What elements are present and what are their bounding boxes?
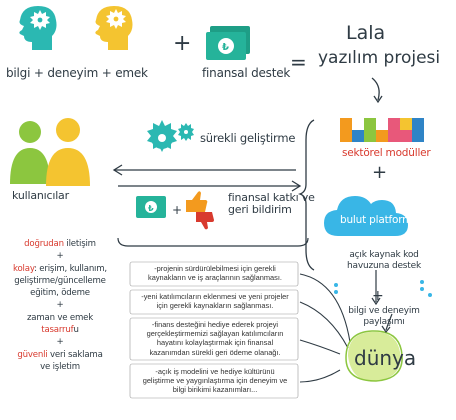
- resource-knowledge: bilgi: [6, 66, 31, 80]
- open-source-label: açık kaynak kod havuzuna destek: [336, 250, 432, 271]
- user-benefit-line: zaman ve emek: [4, 312, 116, 324]
- user-benefit-text: veri saklama: [47, 349, 103, 360]
- benefit-3-line1: -finans desteğini hediye ederek projeyi: [151, 320, 279, 329]
- user-benefit-line: tasarrufu: [4, 324, 116, 336]
- benefit-box-1: [129, 261, 299, 287]
- note1-arrow: [299, 273, 351, 343]
- note4-arrow: [299, 369, 341, 383]
- user-benefit-text: +: [56, 337, 64, 348]
- resources-line: bilgi + deneyim + emek: [6, 66, 148, 80]
- user-benefit-highlight: doğrudan: [24, 239, 64, 249]
- user-benefits-list: doğrudan iletişim + kolay: erişim, kullanı…: [4, 238, 116, 373]
- plus-sign: +: [33, 66, 44, 80]
- sharing-label: bilgi ve deneyim paylaşımı: [336, 306, 432, 327]
- small-money-icon: ₺: [136, 196, 166, 218]
- world-icon: [345, 330, 403, 382]
- modules-bracket: [297, 119, 315, 271]
- user-benefit-text: +: [56, 300, 64, 311]
- svg-text:₺: ₺: [148, 204, 154, 213]
- benefit-1-line1: -projenin sürdürülebilmesi için gerekli: [154, 264, 276, 273]
- benefit-note-3: -finans desteğini hediye ederek projeyi …: [134, 320, 296, 357]
- support-label-line1: finansal katkı ve: [228, 191, 315, 204]
- user-benefit-highlight: kolay: [13, 263, 35, 274]
- benefit-2-line2: için gerekli kaynakların sağlanması.: [156, 301, 274, 311]
- user-benefit-text: ve işletim: [40, 361, 80, 372]
- thumbs-up-icon: [186, 191, 208, 212]
- user-benefit-text: u: [73, 325, 79, 336]
- user-benefit-text: eğitim, ödeme: [30, 288, 90, 299]
- user-benefit-text: geliştirme/güncelleme: [14, 275, 106, 286]
- benefit-4-line2: geliştirme ve yaygınlaştırma için deneyi…: [142, 376, 288, 386]
- open-source-line2: havuzuna destek: [347, 260, 421, 271]
- cloud-platform-label: bulut platform: [340, 214, 413, 226]
- benefit-3-line2: gerçekleştirmemizi sağlayan katılımcılar…: [146, 329, 284, 339]
- resource-effort: emek: [115, 66, 148, 80]
- users-title: kullanıcılar: [12, 189, 69, 202]
- user-benefit-text: : erişim, kullanım,: [34, 263, 107, 274]
- title-to-modules-arrow: [371, 77, 380, 101]
- benefit-note-1: -projenin sürdürülebilmesi için gerekli …: [134, 264, 296, 282]
- cloud-icon: [324, 196, 408, 236]
- user-benefit-text: +: [56, 251, 64, 262]
- user-benefit-line: eğitim, ödeme: [4, 287, 116, 299]
- svg-text:₺: ₺: [222, 42, 229, 53]
- project-title-line1: Lala: [346, 22, 386, 44]
- user-benefit-line: +: [4, 336, 116, 348]
- user-benefit-line: +: [4, 299, 116, 311]
- user-benefit-highlight: güvenli: [17, 349, 48, 360]
- benefit-box-2: [129, 289, 299, 315]
- raindrop-icon: [334, 280, 432, 297]
- benefit-note-2: -yeni katılımcıların eklenmesi ve yeni p…: [134, 292, 296, 310]
- plus-sign: +: [101, 66, 112, 80]
- modules-plus: +: [372, 162, 388, 183]
- benefit-3-line4: kazanımdan sürekli geri ödeme olanağı.: [149, 347, 281, 357]
- user-benefit-line: geliştirme/güncelleme: [4, 275, 116, 287]
- note2-arrow: [299, 301, 349, 349]
- equals-sign: =: [290, 50, 307, 74]
- resource-experience: deneyim: [47, 66, 99, 80]
- community-plus: +: [372, 288, 384, 304]
- user-benefit-line: doğrudan iletişim: [4, 238, 116, 250]
- benefits-bracket: [117, 237, 309, 247]
- note3-arrow: [299, 339, 341, 355]
- benefit-box-3: [129, 317, 299, 361]
- sharing-line2: paylaşımı: [363, 316, 405, 327]
- sharing-to-world-arrow: [381, 313, 393, 334]
- user-benefit-text: iletişim: [63, 239, 96, 249]
- support-plus: +: [172, 203, 182, 217]
- yellow-head-icon: [95, 6, 133, 50]
- money-bill-icon: ₺: [206, 26, 250, 60]
- user-benefit-line: güvenli veri saklama: [4, 349, 116, 361]
- benefit-2-line1: -yeni katılımcıların eklenmesi ve yeni p…: [141, 292, 289, 301]
- sectoral-modules-label: sektörel modüller: [342, 147, 431, 159]
- benefit-4-line1: -açık iş modelini ve hediye kültürünü: [155, 367, 275, 376]
- project-title-line2: yazılım projesi: [318, 48, 441, 68]
- user-benefit-line: kolay: erişim, kullanım,: [4, 263, 116, 275]
- development-label: sürekli geliştirme: [200, 131, 296, 145]
- benefit-1-line2: kaynakların ve iş araçlarının sağlanması…: [148, 273, 282, 283]
- thumbs-down-icon: [196, 212, 214, 230]
- benefit-4-line3: bilgi birikimi kazanımları...: [172, 385, 258, 395]
- user-benefit-line: ve işletim: [4, 361, 116, 373]
- support-label-line2: geri bildirim: [228, 203, 292, 216]
- users-icon: [10, 118, 90, 186]
- benefit-note-4: -açık iş modelini ve hediye kültürünü ge…: [134, 367, 296, 395]
- world-label: dünya: [354, 346, 417, 370]
- user-benefit-highlight: tasarruf: [41, 325, 74, 336]
- header-plus-sign: +: [173, 31, 191, 56]
- teal-head-icon: [19, 6, 57, 50]
- open-source-line1: açık kaynak kod: [349, 250, 419, 260]
- gear-icon: [147, 120, 194, 152]
- sharing-line1: bilgi ve deneyim: [348, 306, 420, 316]
- funding-label: finansal destek: [202, 66, 291, 80]
- sectoral-modules-icon: [340, 118, 424, 142]
- user-benefit-line: +: [4, 250, 116, 262]
- support-label: finansal katkı ve geri bildirim: [228, 192, 315, 216]
- benefit-box-4: [129, 363, 299, 399]
- user-benefit-text: zaman ve emek: [26, 312, 94, 323]
- community-arrow: [371, 270, 381, 306]
- benefit-3-line3: hayatını kolaylaştırmak için finansal: [156, 338, 274, 348]
